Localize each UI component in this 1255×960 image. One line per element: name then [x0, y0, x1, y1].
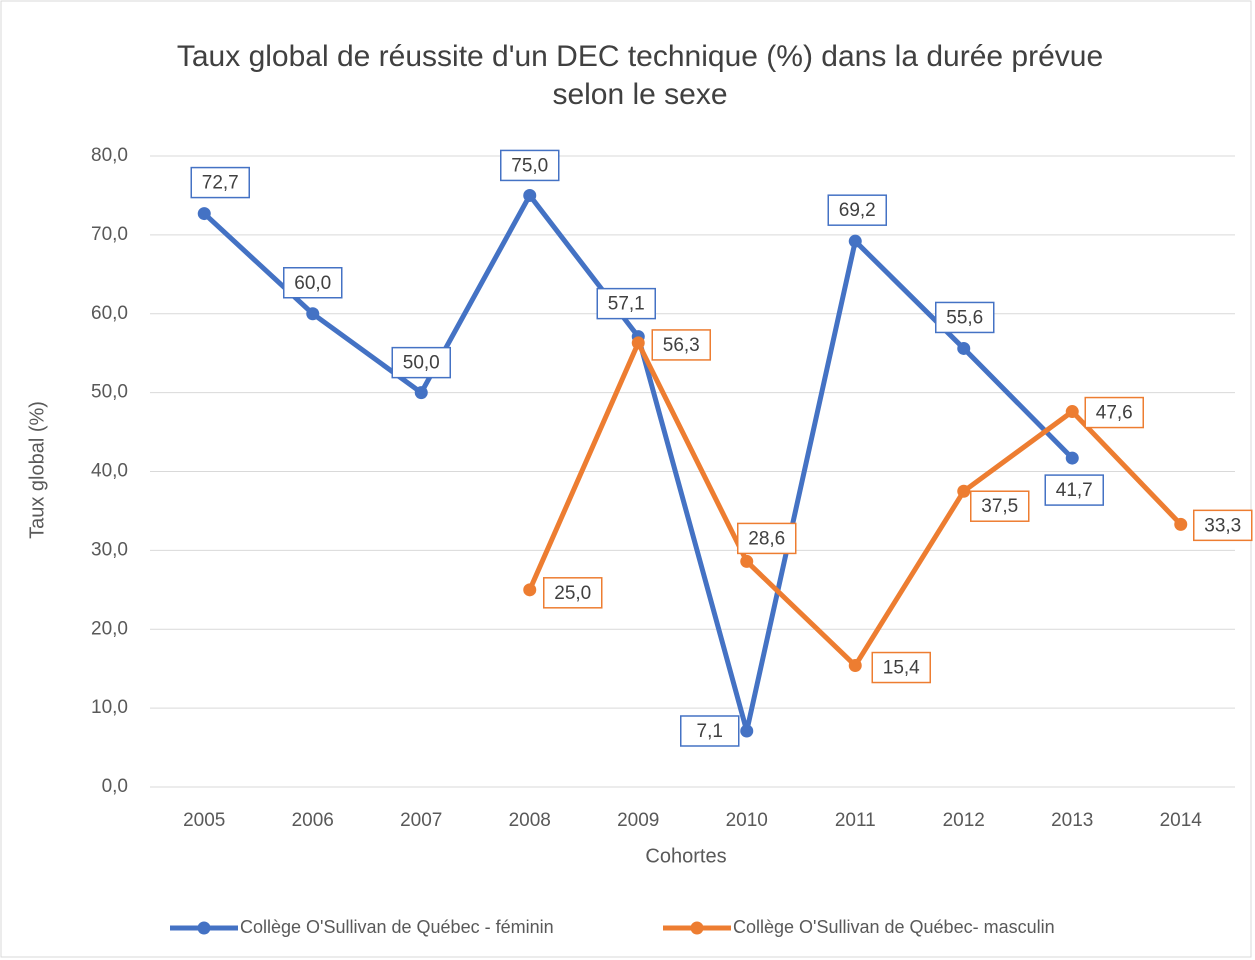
data-label: 60,0	[294, 273, 331, 294]
data-point	[848, 234, 862, 248]
data-point	[740, 554, 754, 568]
data-label-box	[680, 715, 740, 747]
data-label-box	[543, 577, 603, 609]
y-tick-label: 60,0	[91, 303, 128, 324]
y-axis-label: Taux global (%)	[26, 401, 48, 539]
x-tick-label: 2007	[400, 810, 442, 831]
data-label-box	[935, 301, 995, 334]
data-point	[957, 341, 971, 355]
y-tick-label: 40,0	[91, 461, 128, 482]
data-point	[1174, 517, 1188, 531]
data-label: 7,1	[697, 721, 723, 742]
y-tick-label: 20,0	[91, 618, 128, 639]
x-tick-label: 2010	[726, 810, 768, 831]
data-label: 75,0	[511, 155, 548, 176]
data-label: 69,2	[839, 200, 876, 221]
y-tick-label: 50,0	[91, 382, 128, 403]
x-tick-label: 2005	[183, 810, 225, 831]
data-label: 55,6	[946, 307, 983, 328]
x-tick-label: 2011	[835, 810, 876, 831]
legend-marker	[690, 921, 704, 935]
data-label-box	[283, 267, 343, 299]
data-label: 33,3	[1204, 515, 1241, 536]
y-tick-label: 80,0	[91, 145, 128, 166]
data-label: 25,0	[554, 583, 591, 604]
data-label: 37,5	[981, 496, 1018, 517]
data-label-box	[1044, 474, 1104, 506]
data-label: 56,3	[663, 335, 700, 356]
x-tick-label: 2008	[509, 810, 551, 831]
data-point	[306, 307, 320, 321]
x-tick-label: 2012	[943, 810, 985, 831]
x-tick-label: 2009	[617, 810, 659, 831]
data-label: 28,6	[748, 528, 785, 549]
data-point	[848, 659, 862, 673]
data-label-box	[391, 346, 451, 379]
data-label: 47,6	[1096, 403, 1133, 424]
data-label-box	[970, 490, 1030, 522]
data-label-box	[737, 522, 797, 555]
data-label-box	[1084, 396, 1144, 429]
data-label: 15,4	[883, 658, 920, 679]
x-tick-label: 2014	[1160, 810, 1203, 831]
data-point	[523, 583, 537, 597]
data-label: 72,7	[202, 173, 239, 194]
y-tick-label: 10,0	[91, 697, 128, 718]
data-label-box	[871, 651, 931, 684]
y-tick-label: 70,0	[91, 224, 128, 245]
data-label: 41,7	[1056, 480, 1093, 501]
data-point	[1065, 451, 1079, 465]
data-label-box	[500, 149, 560, 182]
data-point	[523, 188, 537, 202]
data-label: 57,1	[608, 294, 645, 315]
data-point	[1065, 405, 1079, 419]
data-point	[740, 724, 754, 738]
x-axis-label: Cohortes	[645, 845, 726, 867]
y-tick-label: 0,0	[102, 776, 128, 797]
legend-marker	[197, 921, 211, 935]
data-label-box	[827, 194, 887, 226]
data-label-box	[190, 166, 250, 199]
data-point	[414, 386, 428, 400]
data-label-box	[1193, 509, 1253, 542]
data-label: 50,0	[403, 353, 440, 374]
data-point	[631, 336, 645, 350]
legend-label: Collège O'Sullivan de Québec - féminin	[240, 917, 554, 937]
y-tick-label: 30,0	[91, 539, 128, 560]
data-point	[957, 484, 971, 498]
data-point	[197, 207, 211, 221]
data-label-box	[651, 329, 711, 361]
chart-title: Taux global de réussite d'un DEC techniq…	[176, 40, 1104, 111]
legend-label: Collège O'Sullivan de Québec- masculin	[733, 917, 1055, 937]
x-tick-label: 2006	[292, 810, 334, 831]
x-tick-label: 2013	[1051, 810, 1093, 831]
data-label-box	[596, 287, 656, 320]
